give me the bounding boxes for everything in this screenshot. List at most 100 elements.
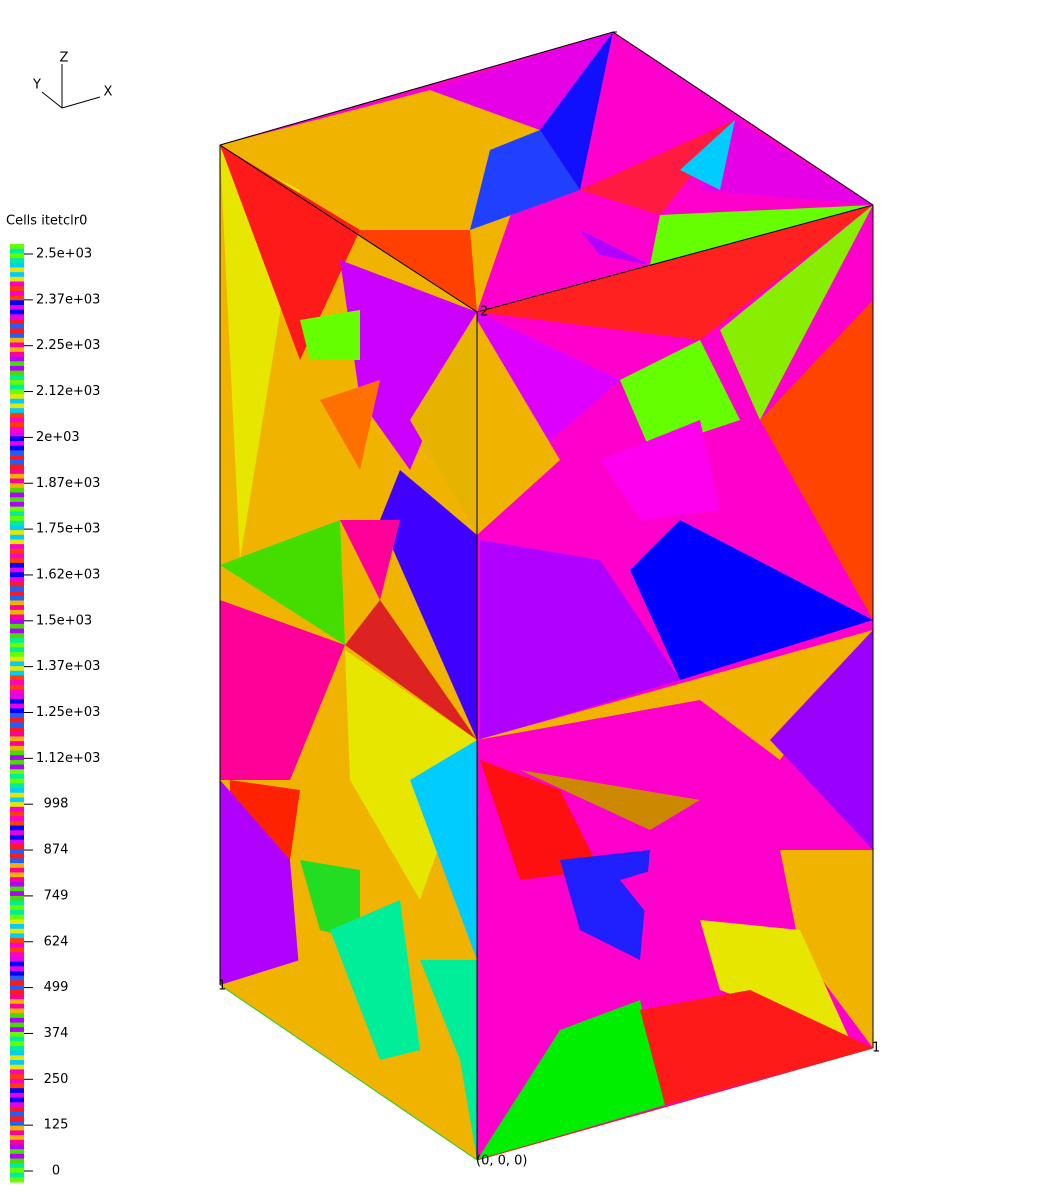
colorbar-tick-label: 2.5e+03 bbox=[36, 247, 92, 262]
colorbar-stripe bbox=[10, 1036, 24, 1042]
colorbar-stripe bbox=[10, 834, 24, 841]
colorbar-stripe bbox=[10, 581, 24, 587]
colorbar-stripe bbox=[10, 1017, 24, 1024]
colorbar-tick-label: 2e+03 bbox=[36, 430, 80, 445]
colorbar-stripe bbox=[10, 731, 24, 737]
colorbar-stripe bbox=[10, 459, 24, 465]
colorbar-stripe bbox=[10, 816, 24, 822]
colorbar-stripe bbox=[10, 1088, 24, 1094]
colorbar-tick-label: 1.75e+03 bbox=[36, 522, 100, 537]
x-axis bbox=[61, 96, 101, 109]
origin-label: (0, 0, 0) bbox=[476, 1154, 528, 1169]
colorbar-stripe bbox=[10, 576, 24, 583]
colorbar-stripe bbox=[10, 938, 24, 944]
colorbar-stripe bbox=[10, 914, 24, 920]
colorbar-stripe bbox=[10, 572, 24, 578]
colorbar-stripe bbox=[10, 952, 24, 958]
colorbar-stripe bbox=[10, 722, 24, 728]
colorbar-stripe bbox=[10, 309, 24, 315]
colorbar-stripe bbox=[10, 422, 24, 428]
colorbar-stripe bbox=[10, 347, 24, 353]
colorbar-stripe bbox=[10, 534, 24, 540]
colorbar-stripe bbox=[10, 281, 24, 287]
colorbar-stripe bbox=[10, 591, 24, 597]
colorbar-stripe bbox=[10, 1083, 24, 1089]
colorbar-stripe bbox=[10, 675, 24, 681]
colorbar-stripe bbox=[10, 412, 24, 419]
colorbar-stripe bbox=[10, 788, 24, 794]
colorbar-stripe bbox=[10, 1027, 24, 1033]
colorbar-stripe bbox=[10, 548, 24, 555]
colorbar-stripe bbox=[10, 605, 24, 611]
colorbar-stripe bbox=[10, 394, 24, 400]
colorbar-stripe bbox=[10, 511, 24, 517]
colorbar-stripe bbox=[10, 1045, 24, 1052]
colorbar-stripe bbox=[10, 778, 24, 784]
colorbar-stripe bbox=[10, 1149, 24, 1155]
colorbar-stripe bbox=[10, 727, 24, 733]
colorbar-stripe bbox=[10, 933, 24, 939]
colorbar-stripe bbox=[10, 811, 24, 817]
colorbar-tick-label: 2.37e+03 bbox=[36, 292, 100, 307]
colorbar-stripe bbox=[10, 656, 24, 662]
colorbar-stripe bbox=[10, 750, 24, 756]
colorbar-stripe bbox=[10, 867, 24, 873]
colorbar-stripe bbox=[10, 652, 24, 658]
colorbar-stripe bbox=[10, 689, 24, 695]
colorbar-stripe bbox=[10, 351, 24, 358]
colorbar-stripe bbox=[10, 769, 24, 775]
colorbar-stripe bbox=[10, 1153, 24, 1160]
colorbar-stripe bbox=[10, 633, 24, 639]
colorbar-tick-label: 624 bbox=[44, 934, 69, 949]
colorbar-stripe bbox=[10, 895, 24, 902]
colorbar-stripe bbox=[10, 356, 24, 362]
colorbar-stripe bbox=[10, 530, 24, 536]
colorbar-stripe bbox=[10, 365, 24, 372]
colorbar-stripe bbox=[10, 1163, 24, 1169]
colorbar-stripe bbox=[10, 891, 24, 897]
colorbar-stripe bbox=[10, 544, 24, 550]
colorbar-stripe bbox=[10, 1041, 24, 1047]
colorbar-stripe bbox=[10, 783, 24, 789]
colorbar-stripe bbox=[10, 623, 24, 630]
colorbar-stripe bbox=[10, 478, 24, 484]
colorbar-stripe bbox=[10, 258, 24, 264]
colorbar-stripe bbox=[10, 966, 24, 972]
colorbar-stripe bbox=[10, 975, 24, 981]
colorbar-stripe bbox=[10, 881, 24, 888]
colorbar-stripe bbox=[10, 483, 24, 489]
colorbar-stripe bbox=[10, 1172, 24, 1178]
z-label: Z bbox=[60, 51, 69, 66]
colorbar-stripe bbox=[10, 844, 24, 850]
colorbar-stripe bbox=[10, 736, 24, 742]
colorbar-stripe bbox=[10, 469, 24, 475]
box-label: 1 bbox=[872, 1041, 880, 1056]
colorbar-tick-label: 2.12e+03 bbox=[36, 384, 100, 399]
colorbar-stripe bbox=[10, 337, 24, 343]
colorbar-tick-label: 749 bbox=[44, 888, 69, 903]
colorbar-tick-label: 874 bbox=[44, 843, 69, 858]
colorbar-stripe bbox=[10, 1139, 24, 1145]
colorbar-stripe bbox=[10, 380, 24, 386]
colorbar-stripe bbox=[10, 970, 24, 977]
colorbar-stripe bbox=[10, 304, 24, 311]
colorbar-stripe bbox=[10, 361, 24, 367]
colorbar-stripe bbox=[10, 286, 24, 292]
colorbar-stripe bbox=[10, 797, 24, 803]
colorbar-stripe bbox=[10, 820, 24, 827]
colorbar-stripe bbox=[10, 595, 24, 601]
colorbar-stripe bbox=[10, 370, 24, 376]
colorbar-stripe bbox=[10, 905, 24, 911]
colorbar-stripe bbox=[10, 539, 24, 545]
colorbar-stripe bbox=[10, 717, 24, 723]
colorbar-stripe bbox=[10, 839, 24, 845]
colorbar-tick-label: 1.12e+03 bbox=[36, 751, 100, 766]
colorbar-stripe bbox=[10, 661, 24, 667]
colorbar-tick-label: 0 bbox=[52, 1164, 60, 1179]
colorbar-stripe bbox=[10, 1177, 24, 1183]
colorbar-stripe bbox=[10, 863, 24, 869]
colorbar-stripe bbox=[10, 262, 24, 268]
mesh-render bbox=[220, 32, 873, 1160]
colorbar-tick-label: 125 bbox=[44, 1118, 69, 1133]
